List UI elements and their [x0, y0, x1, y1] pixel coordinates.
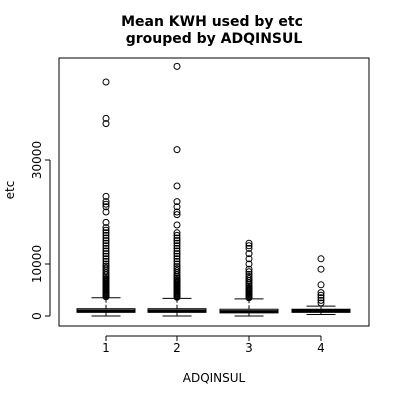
outlier-point — [173, 208, 181, 216]
outlier-point — [245, 250, 253, 258]
x-axis-label: ADQINSUL — [183, 371, 246, 385]
y-tick-label: 0 — [30, 312, 44, 320]
outlier-point — [173, 247, 181, 255]
outlier-point — [102, 260, 110, 268]
outlier-point — [245, 272, 253, 280]
outlier-point — [317, 265, 325, 273]
outlier-point — [317, 291, 325, 299]
outlier-point — [173, 146, 181, 154]
outlier-point — [245, 255, 253, 263]
outlier-point — [102, 114, 110, 122]
outlier-point — [102, 264, 110, 272]
outlier-point — [317, 289, 325, 297]
outlier-point — [173, 198, 181, 206]
outlier-point — [102, 239, 110, 247]
outlier-point — [173, 182, 181, 190]
x-axis: 1 2 3 4 — [102, 335, 325, 355]
outlier-point — [102, 229, 110, 237]
outlier-point — [102, 78, 110, 86]
outlier-point — [102, 242, 110, 250]
outlier-point — [245, 260, 253, 268]
outlier-point — [173, 242, 181, 250]
outlier-point — [317, 294, 325, 302]
outlier-point — [102, 218, 110, 226]
outlier-point — [173, 203, 181, 211]
x-tick-label: 3 — [245, 341, 253, 355]
box-group-2 — [147, 62, 207, 317]
outlier-point — [317, 296, 325, 304]
outlier-point — [173, 265, 181, 273]
box-group-4 — [291, 255, 351, 315]
x-tick-label: 4 — [317, 341, 325, 355]
outlier-point — [102, 234, 110, 242]
outlier-point — [102, 257, 110, 265]
outlier-point — [102, 237, 110, 245]
outlier-point — [173, 62, 181, 70]
plot-frame — [58, 57, 370, 327]
outlier-point — [173, 250, 181, 258]
outlier-point — [173, 231, 181, 239]
outlier-point — [102, 200, 110, 208]
outlier-point — [173, 252, 181, 260]
outlier-point — [173, 260, 181, 268]
chart-title-line-1: Mean KWH used by etc — [121, 14, 303, 30]
outlier-point — [173, 221, 181, 229]
outlier-point — [102, 247, 110, 255]
outlier-point — [102, 262, 110, 270]
outlier-point — [102, 120, 110, 128]
y-tick-label: 30000 — [30, 141, 44, 179]
outlier-point — [173, 257, 181, 265]
outlier-point — [173, 239, 181, 247]
outlier-point — [317, 281, 325, 289]
outlier-point — [173, 244, 181, 252]
outlier-point — [102, 244, 110, 252]
outlier-point — [173, 229, 181, 237]
outlier-point — [102, 252, 110, 260]
outlier-point — [102, 224, 110, 232]
outlier-point — [173, 263, 181, 271]
x-tick-label: 2 — [173, 341, 181, 355]
outlier-point — [245, 270, 253, 278]
x-tick-label: 1 — [102, 341, 110, 355]
outlier-point — [245, 275, 253, 283]
box-group-1 — [76, 78, 136, 317]
outlier-point — [102, 255, 110, 263]
box-series — [76, 62, 351, 317]
outlier-point — [173, 211, 181, 219]
chart-title-line-2: grouped by ADQINSUL — [126, 31, 303, 47]
outlier-point — [245, 239, 253, 247]
outlier-point — [173, 237, 181, 245]
outlier-point — [245, 268, 253, 276]
outlier-point — [102, 203, 110, 211]
outlier-point — [317, 255, 325, 263]
outlier-point — [173, 255, 181, 263]
y-tick-label: 10000 — [30, 245, 44, 283]
box-group-3 — [219, 239, 279, 317]
y-axis-label: etc — [3, 181, 17, 200]
outlier-point — [102, 226, 110, 234]
outlier-point — [102, 250, 110, 258]
outlier-point — [245, 244, 253, 252]
outlier-point — [102, 192, 110, 200]
outlier-point — [245, 242, 253, 250]
outlier-point — [102, 208, 110, 216]
outlier-point — [245, 265, 253, 273]
outlier-point — [102, 198, 110, 206]
outlier-point — [173, 267, 181, 275]
outlier-point — [317, 299, 325, 307]
y-axis: 0 10000 30000 — [30, 141, 51, 320]
outlier-point — [102, 231, 110, 239]
outlier-point — [173, 234, 181, 242]
